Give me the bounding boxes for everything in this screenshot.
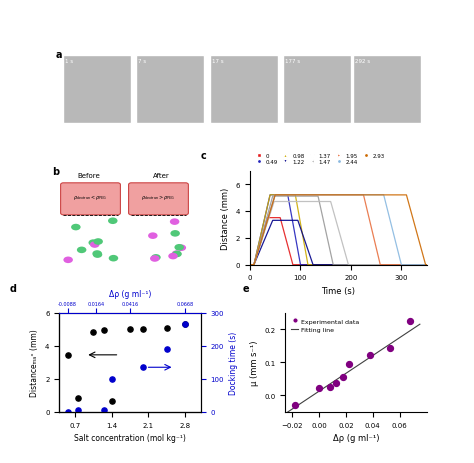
Circle shape (172, 251, 181, 257)
Bar (137, 56, 204, 123)
Circle shape (93, 252, 102, 258)
Point (126, 326, 134, 333)
Point (108, 375, 115, 383)
Circle shape (170, 219, 179, 225)
Text: 177 s: 177 s (285, 59, 301, 64)
Legend: 0, 0.49, 0.98, 1.22, 1.37, 1.47, 1.95, 2.44, 2.93: 0, 0.49, 0.98, 1.22, 1.37, 1.47, 1.95, 2… (253, 153, 385, 165)
Text: 1 s: 1 s (65, 59, 73, 64)
Y-axis label: μ (mm s⁻¹): μ (mm s⁻¹) (250, 340, 259, 385)
Text: b: b (53, 167, 60, 176)
Text: $\rho_\mathrm{dextran}<\rho_\mathrm{PEG}$: $\rho_\mathrm{dextran}<\rho_\mathrm{PEG}… (73, 193, 108, 202)
Point (100, 326, 108, 334)
Legend: Experimental data, Fitting line: Experimental data, Fitting line (289, 316, 362, 335)
Text: Before: Before (78, 173, 100, 179)
Circle shape (151, 255, 161, 261)
Text: $\rho_\mathrm{dextran}>\rho_\mathrm{PEG}$: $\rho_\mathrm{dextran}>\rho_\mathrm{PEG}… (141, 193, 175, 202)
Point (407, 318, 414, 325)
Point (181, 321, 189, 328)
Bar (353, 56, 421, 123)
Circle shape (71, 224, 81, 231)
Circle shape (89, 240, 98, 246)
Point (139, 326, 147, 333)
Point (291, 402, 299, 409)
Point (163, 325, 170, 332)
Circle shape (174, 244, 184, 251)
Point (339, 373, 347, 381)
Y-axis label: Distance (mm): Distance (mm) (221, 187, 230, 249)
Text: 7 s: 7 s (138, 59, 146, 64)
Point (181, 321, 189, 328)
Y-axis label: Distanceₘₐˣ (mm): Distanceₘₐˣ (mm) (30, 329, 39, 396)
Text: 17 s: 17 s (212, 59, 223, 64)
Circle shape (109, 255, 118, 262)
Bar (283, 56, 351, 123)
X-axis label: Δρ (g ml⁻¹): Δρ (g ml⁻¹) (333, 433, 379, 442)
Circle shape (148, 233, 157, 239)
Text: a: a (55, 50, 62, 60)
Text: After: After (153, 173, 170, 179)
Circle shape (77, 247, 86, 254)
Circle shape (92, 250, 102, 257)
Circle shape (93, 239, 103, 245)
Bar (210, 56, 278, 123)
FancyBboxPatch shape (61, 183, 120, 215)
Circle shape (177, 245, 186, 251)
Circle shape (90, 242, 100, 248)
Text: c: c (201, 150, 206, 161)
Point (326, 383, 334, 391)
Circle shape (108, 218, 118, 225)
Circle shape (168, 253, 178, 260)
Circle shape (64, 257, 73, 263)
Bar (63, 56, 131, 123)
Point (64, 351, 72, 359)
Point (108, 398, 115, 405)
Point (100, 407, 108, 414)
Point (163, 345, 170, 353)
Point (139, 364, 147, 371)
Point (386, 344, 394, 352)
Point (345, 361, 352, 368)
X-axis label: Salt concentration (mol kg⁻¹): Salt concentration (mol kg⁻¹) (74, 433, 186, 442)
Circle shape (172, 251, 182, 258)
X-axis label: Δρ (g ml⁻¹): Δρ (g ml⁻¹) (109, 289, 151, 298)
Text: e: e (243, 283, 249, 293)
Point (74, 407, 82, 414)
Text: d: d (10, 283, 17, 293)
Circle shape (150, 256, 160, 262)
FancyBboxPatch shape (128, 183, 188, 215)
Point (366, 351, 374, 359)
Point (64, 408, 72, 416)
Point (90, 329, 97, 337)
Point (333, 380, 340, 387)
X-axis label: Time (s): Time (s) (321, 286, 355, 295)
Point (74, 394, 82, 402)
Circle shape (170, 231, 180, 237)
Text: 292 s: 292 s (355, 59, 370, 64)
Y-axis label: Docking time (s): Docking time (s) (229, 331, 238, 394)
Point (315, 385, 323, 392)
